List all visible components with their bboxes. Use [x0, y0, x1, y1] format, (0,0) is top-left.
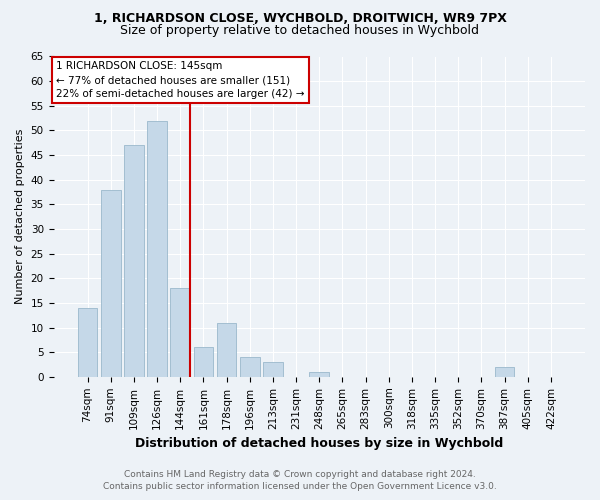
Bar [217, 322, 236, 377]
Bar [101, 190, 121, 377]
Text: Contains HM Land Registry data © Crown copyright and database right 2024.
Contai: Contains HM Land Registry data © Crown c… [103, 470, 497, 491]
X-axis label: Distribution of detached houses by size in Wychbold: Distribution of detached houses by size … [135, 437, 503, 450]
Bar [194, 348, 213, 377]
Text: 1 RICHARDSON CLOSE: 145sqm
← 77% of detached houses are smaller (151)
22% of sem: 1 RICHARDSON CLOSE: 145sqm ← 77% of deta… [56, 62, 305, 100]
Bar [147, 120, 167, 377]
Text: Size of property relative to detached houses in Wychbold: Size of property relative to detached ho… [121, 24, 479, 37]
Y-axis label: Number of detached properties: Number of detached properties [15, 129, 25, 304]
Bar [310, 372, 329, 377]
Bar [263, 362, 283, 377]
Bar [495, 367, 514, 377]
Bar [170, 288, 190, 377]
Bar [77, 308, 97, 377]
Bar [124, 145, 144, 377]
Text: 1, RICHARDSON CLOSE, WYCHBOLD, DROITWICH, WR9 7PX: 1, RICHARDSON CLOSE, WYCHBOLD, DROITWICH… [94, 12, 506, 26]
Bar [240, 357, 260, 377]
